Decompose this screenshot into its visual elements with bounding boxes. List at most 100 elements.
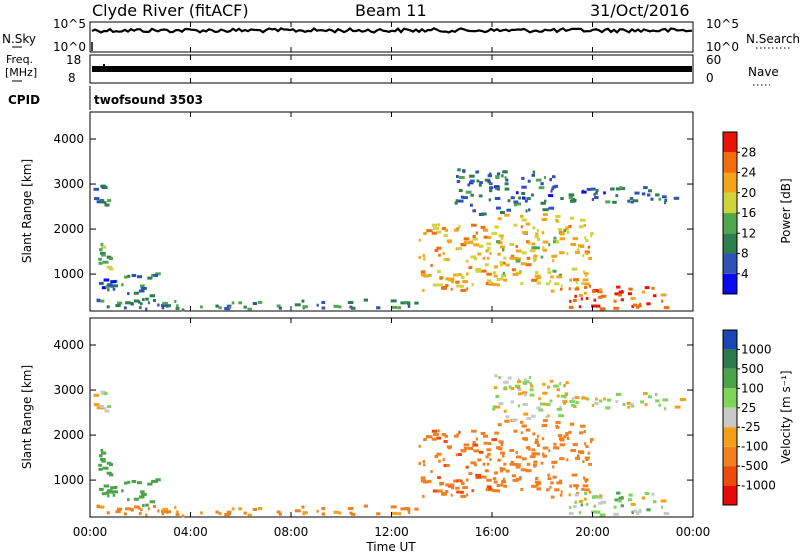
velocity-cell: [576, 454, 580, 458]
velocity-cell: [531, 448, 536, 452]
power-cell: [145, 297, 149, 301]
velocity-cell: [482, 434, 489, 438]
power-cell: [605, 200, 611, 204]
velocity-cell: [494, 471, 499, 475]
velocity-cell: [513, 463, 519, 466]
velocity-cell: [294, 509, 301, 513]
velocity-cell: [432, 489, 438, 493]
power-cell: [467, 183, 471, 187]
velocity-cell: [547, 477, 552, 481]
velocity-cell: [466, 493, 469, 497]
velocity-cell: [497, 458, 501, 462]
power-cell: [376, 306, 381, 310]
power-cell: [453, 273, 459, 277]
power-colorbar-segment: [723, 192, 737, 214]
power-cell: [585, 252, 589, 255]
velocity-cell: [453, 479, 459, 483]
velocity-cell: [463, 443, 470, 447]
velocity-cell: [574, 456, 580, 460]
power-cell: [574, 287, 579, 291]
velocity-cell: [547, 414, 550, 418]
power-cell: [495, 206, 501, 210]
power-cell: [664, 198, 668, 202]
velocity-cell: [473, 449, 479, 453]
power-cell: [161, 303, 167, 307]
velocity-cell: [472, 441, 476, 444]
velocity-cell: [661, 505, 664, 509]
power-cell: [580, 297, 583, 301]
power-cell: [98, 248, 103, 252]
velocity-cell: [570, 449, 577, 452]
velocity-cell: [654, 392, 658, 396]
power-cell: [673, 196, 680, 200]
power-cell: [516, 202, 521, 206]
velocity-cell: [505, 415, 510, 419]
power-cell: [568, 224, 572, 228]
velocity-cell: [252, 508, 257, 511]
power-cell: [316, 303, 319, 307]
power-cell: [101, 286, 107, 290]
power-cell: [101, 185, 105, 189]
velocity-cell: [529, 393, 535, 397]
power-cell: [525, 209, 528, 213]
velocity-cell: [613, 505, 617, 509]
velocity-colorbar-label: -1000: [741, 479, 776, 493]
power-cell: [502, 170, 508, 174]
power-colorbar-label: 24: [741, 166, 756, 180]
velocity-cell: [571, 473, 578, 477]
power-cell: [278, 306, 282, 310]
power-cell: [615, 194, 619, 198]
power-cell: [472, 209, 476, 213]
power-cell: [476, 179, 480, 183]
velocity-cell: [443, 464, 448, 467]
power-cell: [540, 255, 544, 259]
power-cell: [573, 278, 579, 282]
velocity-cell: [145, 503, 149, 507]
power-cell: [117, 301, 123, 305]
power-cell: [124, 275, 128, 279]
power-cell: [512, 272, 519, 276]
power-cell: [513, 223, 518, 227]
velocity-cell: [526, 417, 532, 420]
power-cell: [546, 282, 550, 286]
power-bar-label: Power [dB]: [779, 178, 793, 243]
header-site: Clyde River (fitACF): [92, 1, 249, 20]
velocity-colorbar: 1000 500 100 25 -25 -100 -500 -1000: [722, 329, 776, 506]
velocity-cell: [486, 485, 492, 489]
power-cell: [107, 283, 113, 287]
power-cell: [574, 250, 580, 254]
velocity-cell: [555, 420, 561, 424]
velocity-cell: [566, 458, 569, 462]
velocity-cell: [147, 482, 153, 486]
power-cell: [590, 232, 594, 236]
velocity-cell: [140, 508, 143, 512]
power-cell: [540, 182, 544, 186]
power-cell: [442, 252, 445, 256]
x-axis-ticks: 00:00 04:00 08:00 12:00 16:00 20:00 00:00: [73, 22, 710, 539]
power-cell: [569, 299, 572, 303]
velocity-cell: [584, 488, 590, 492]
power-cell: [587, 245, 591, 249]
power-cell: [552, 185, 556, 189]
power-cell: [535, 232, 539, 236]
power-cell: [100, 299, 105, 303]
power-cell: [652, 294, 657, 298]
velocity-cell: [494, 405, 501, 409]
power-cell: [535, 178, 542, 182]
velocity-cell: [174, 506, 177, 509]
velocity-cell: [663, 407, 667, 411]
power-cell: [443, 258, 448, 261]
velocity-cell: [575, 401, 579, 404]
power-cell: [585, 296, 589, 300]
velocity-cell: [97, 505, 101, 509]
power-cell: [550, 275, 554, 279]
velocity-cell: [582, 484, 589, 488]
power-cell: [547, 267, 551, 271]
velocity-cell: [523, 393, 527, 397]
power-cell: [540, 201, 546, 205]
velocity-cell: [124, 481, 128, 485]
velocity-cell: [528, 376, 531, 380]
velocity-cell: [107, 405, 111, 409]
power-cell: [363, 298, 368, 302]
power-cell: [598, 295, 603, 299]
